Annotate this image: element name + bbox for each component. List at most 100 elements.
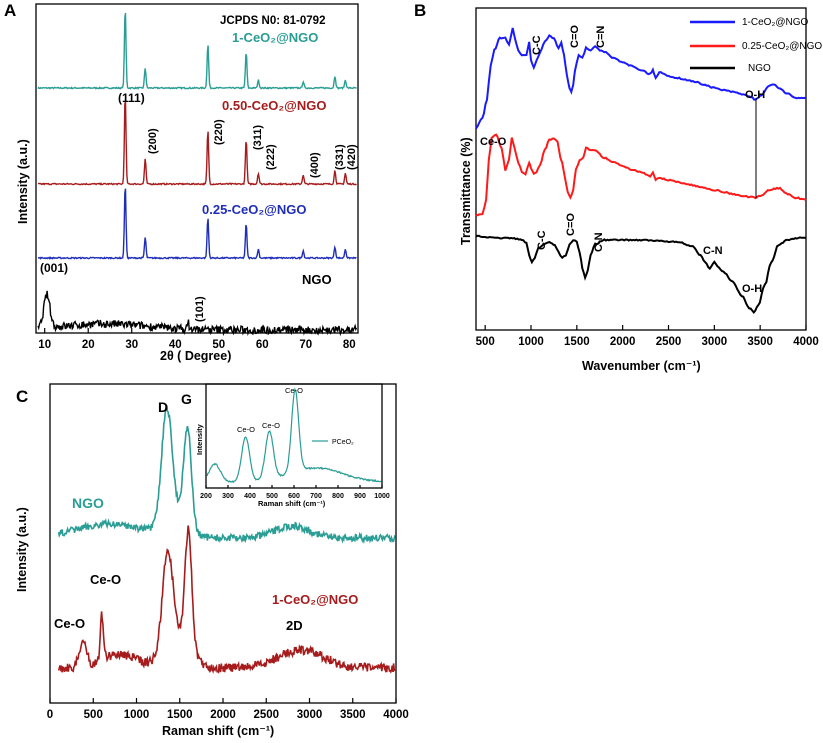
panel-c-ticklabel-2500: 2500 bbox=[253, 709, 279, 721]
panel-a-ticklabel-50: 50 bbox=[212, 339, 225, 351]
ftir-series-ngo bbox=[475, 234, 807, 314]
inset-ticklabel-700: 700 bbox=[310, 493, 322, 500]
panel-a-ticklabel-30: 30 bbox=[125, 339, 138, 351]
label-0.50-ceo2-ngo: 0.50-CeO₂@NGO bbox=[222, 98, 326, 113]
panel-c-ticklabel-3500: 3500 bbox=[340, 709, 366, 721]
inset-x-axis: 200 300 400 500 600 700 800 900 1000 bbox=[200, 485, 390, 500]
legend-label-1-ceo2: 1-CeO₂@NGO bbox=[742, 17, 808, 28]
inset-ticklabel-1000: 1000 bbox=[374, 493, 390, 500]
raman-g-label: G bbox=[181, 391, 192, 407]
legend-label-ngo: NGO bbox=[748, 63, 771, 74]
peak-400: (400) bbox=[309, 152, 321, 178]
panel-b-xlabel: Wavenumber (cm⁻¹) bbox=[582, 359, 701, 373]
legend-label-0.25-ceo2: 0.25-CeO₂@NGO bbox=[742, 41, 822, 52]
inset-ticklabel-200: 200 bbox=[200, 493, 212, 500]
peak-101: (101) bbox=[194, 296, 206, 322]
xrd-series-0.50-ceo2-ngo bbox=[38, 99, 357, 186]
panel-c-ticklabel-1500: 1500 bbox=[167, 709, 193, 721]
panel-c-xlabel: Raman shift (cm⁻¹) bbox=[162, 724, 274, 738]
inset-ticklabel-900: 900 bbox=[354, 493, 366, 500]
raman-ceo-1: Ce-O bbox=[54, 616, 85, 631]
inset-ticklabel-500: 500 bbox=[266, 493, 278, 500]
panel-b-ticklabel-3500: 3500 bbox=[747, 336, 773, 348]
panel-c-label: C bbox=[16, 387, 28, 406]
panel-a-ticklabel-40: 40 bbox=[169, 339, 182, 351]
xrd-series-ngo bbox=[37, 290, 358, 337]
panel-b-frame bbox=[475, 7, 807, 331]
label-ngo-xrd: NGO bbox=[302, 272, 332, 287]
ftir-ceo: Ce-O bbox=[480, 136, 507, 148]
raman-sample-label: 1-CeO₂@NGO bbox=[272, 592, 358, 607]
raman-ceo-2: Ce-O bbox=[90, 572, 121, 587]
jcpds-reference: JCPDS N0: 81-0792 bbox=[220, 15, 325, 27]
panel-b-ticklabel-3000: 3000 bbox=[702, 336, 728, 348]
panel-b-ticklabel-2000: 2000 bbox=[610, 336, 636, 348]
raman-series-1-ceo2-ngo bbox=[57, 525, 396, 674]
peak-222: (222) bbox=[265, 144, 277, 170]
xrd-series-0.25-ceo2-ngo bbox=[38, 188, 357, 260]
inset-ticklabel-300: 300 bbox=[222, 493, 234, 500]
peak-111: (111) bbox=[118, 91, 145, 105]
panel-a-frame bbox=[35, 3, 359, 334]
panel-b-ticklabel-1000: 1000 bbox=[518, 336, 544, 348]
peak-220: (220) bbox=[213, 119, 225, 145]
ftir-oh-top: O-H bbox=[745, 89, 765, 101]
inset-ticklabel-800: 800 bbox=[332, 493, 344, 500]
ftir-co-top: C=O bbox=[569, 25, 581, 48]
label-1-ceo2-ngo: 1-CeO₂@NGO bbox=[232, 30, 318, 45]
xrd-series-1-ceo2-ngo bbox=[37, 12, 357, 90]
panel-b-curves bbox=[475, 27, 807, 314]
panel-b-ticklabel-4000: 4000 bbox=[793, 336, 819, 348]
inset-legend-label: PCeO₂ bbox=[332, 439, 354, 446]
panel-b-ylabel: Transmittance (%) bbox=[459, 137, 473, 245]
panel-c-ticklabel-0: 0 bbox=[47, 709, 53, 721]
panel-a-ticklabel-80: 80 bbox=[343, 339, 356, 351]
panel-c-curves bbox=[57, 404, 396, 674]
panel-c-x-axis: 0 500 1000 1500 2000 2500 3000 3500 4000 bbox=[47, 698, 409, 721]
peak-331: (331) bbox=[334, 144, 346, 170]
label-0.25-ceo2-ngo: 0.25-CeO₂@NGO bbox=[202, 202, 306, 217]
panel-a-curves bbox=[37, 12, 358, 337]
inset-ticklabel-600: 600 bbox=[288, 493, 300, 500]
panel-b-label: B bbox=[414, 1, 426, 20]
peak-420: (420) bbox=[346, 144, 358, 170]
panel-b-ticklabel-500: 500 bbox=[476, 336, 495, 348]
ftir-co-bottom: C=O bbox=[565, 213, 577, 236]
panel-c-ticklabel-500: 500 bbox=[84, 709, 103, 721]
inset-ceo-1: Ce-O bbox=[237, 425, 255, 434]
raman-2d-label: 2D bbox=[286, 618, 303, 633]
ftir-oh-bottom: O-H bbox=[742, 283, 762, 295]
panel-a-ticklabel-10: 10 bbox=[38, 339, 51, 351]
inset-ceo-3: Ce-O bbox=[285, 386, 303, 395]
panel-a-xlabel: 2θ ( Degree) bbox=[160, 349, 231, 363]
inset-xlabel: Raman shift (cm⁻¹) bbox=[258, 499, 326, 508]
inset-series-pceo2 bbox=[206, 387, 382, 484]
peak-001: (001) bbox=[40, 261, 68, 275]
ftir-cn-top: C=N bbox=[595, 26, 607, 48]
panel-a-ylabel: Intensity (a.u.) bbox=[16, 139, 30, 224]
panel-b-x-axis: 500 1000 1500 2000 2500 3000 3500 4000 bbox=[476, 325, 819, 348]
peak-200: (200) bbox=[147, 128, 159, 154]
panel-a-x-axis: 10 20 30 40 50 60 70 80 bbox=[38, 328, 356, 351]
ftir-cn-right: C-N bbox=[703, 245, 723, 257]
inset-ylabel: Intensity bbox=[195, 423, 204, 455]
panel-b-ticklabel-1500: 1500 bbox=[564, 336, 590, 348]
raman-series-ngo bbox=[57, 404, 396, 545]
panel-a-ticklabel-60: 60 bbox=[256, 339, 269, 351]
panel-c-ticklabel-3000: 3000 bbox=[297, 709, 323, 721]
panel-b-ticklabel-2500: 2500 bbox=[656, 336, 682, 348]
panel-a-ticklabel-70: 70 bbox=[299, 339, 312, 351]
peak-311: (311) bbox=[252, 125, 264, 150]
raman-d-label: D bbox=[158, 399, 168, 415]
panel-c-ticklabel-4000: 4000 bbox=[383, 709, 409, 721]
raman-ngo-label: NGO bbox=[72, 495, 104, 511]
ftir-cc-bottom: C-C bbox=[536, 230, 548, 250]
inset-ceo-2: Ce-O bbox=[262, 421, 280, 430]
panel-a-label: A bbox=[4, 1, 16, 20]
ftir-cc-top: C-C bbox=[531, 35, 543, 55]
panel-c-ticklabel-2000: 2000 bbox=[210, 709, 236, 721]
ftir-series-0.25-ceo2-ngo bbox=[475, 133, 807, 217]
panel-a-ticklabel-20: 20 bbox=[82, 339, 95, 351]
inset-curve bbox=[206, 387, 382, 484]
